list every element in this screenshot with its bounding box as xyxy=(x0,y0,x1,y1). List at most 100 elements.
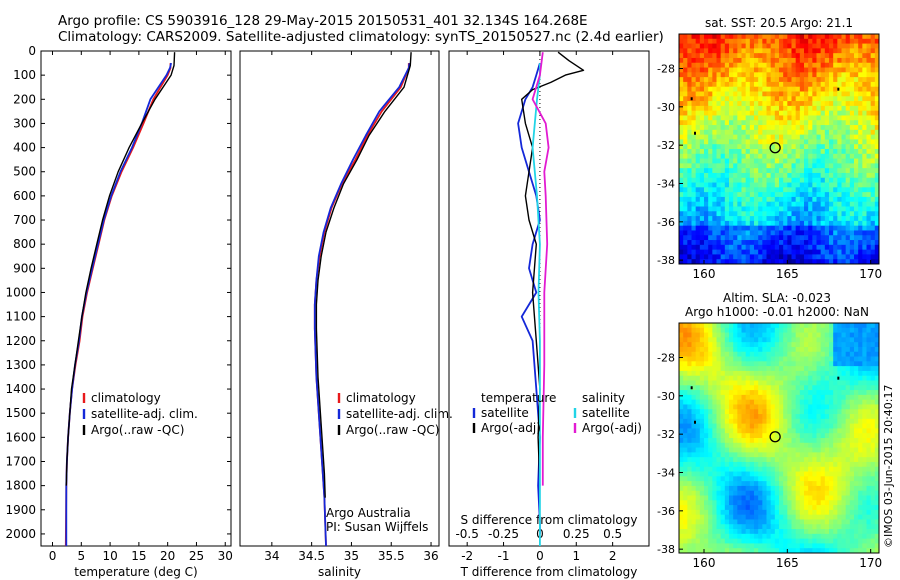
sst-heatmap-cell xyxy=(712,139,717,145)
sst-heatmap-cell xyxy=(737,144,742,150)
sla-heatmap-cell xyxy=(766,337,772,343)
sst-heatmap-cell xyxy=(779,163,784,169)
sst-heatmap-cell xyxy=(716,182,722,188)
sst-heatmap-cell xyxy=(816,101,822,107)
sst-heatmap-cell xyxy=(720,57,726,64)
sst-heatmap-cell xyxy=(683,254,688,260)
sst-heatmap-cell xyxy=(679,105,684,112)
sla-heatmap-cell xyxy=(787,514,792,520)
sst-heatmap-cell xyxy=(870,158,876,164)
sla-heatmap-cell xyxy=(799,390,805,396)
sla-heatmap-cell xyxy=(749,514,755,520)
sla-heatmap-cell xyxy=(724,543,730,549)
sst-heatmap-cell xyxy=(858,177,863,183)
sla-heatmap-cell xyxy=(841,524,847,530)
sla-heatmap-cell xyxy=(874,524,880,530)
sst-heatmap-cell xyxy=(720,254,726,260)
sst-heatmap-cell xyxy=(754,62,759,68)
sla-heatmap-cell xyxy=(820,485,826,492)
sla-heatmap-cell xyxy=(687,390,692,396)
sla-heatmap-cell xyxy=(816,495,822,501)
sla-heatmap-cell xyxy=(691,375,697,381)
sla-heatmap-cell xyxy=(783,481,788,487)
sla-heatmap-cell xyxy=(733,461,738,468)
sla-heatmap-cell xyxy=(833,390,838,396)
sla-heatmap-cell xyxy=(774,533,780,540)
sst-heatmap-cell xyxy=(729,129,734,136)
sst-heatmap-cell xyxy=(683,81,688,88)
sst-heatmap-cell xyxy=(841,67,847,73)
sst-heatmap-cell xyxy=(812,101,817,107)
sst-heatmap-cell xyxy=(870,34,876,40)
sst-heatmap-cell xyxy=(720,115,726,121)
sst-heatmap-cell xyxy=(833,81,838,88)
sla-heatmap-cell xyxy=(762,485,767,492)
sla-heatmap-cell xyxy=(741,414,747,420)
sst-heatmap-cell xyxy=(862,244,867,251)
sla-heatmap-cell xyxy=(699,380,705,386)
sst-heatmap-cell xyxy=(708,105,713,112)
sst-heatmap-cell xyxy=(691,43,697,49)
sla-heatmap-cell xyxy=(833,442,838,448)
sst-heatmap-cell xyxy=(808,91,813,97)
sla-heatmap-cell xyxy=(837,461,842,468)
sla-heatmap-cell xyxy=(791,423,797,429)
sla-map-frame xyxy=(678,322,880,554)
sla-heatmap-cell xyxy=(716,447,722,453)
sla-heatmap-cell xyxy=(845,476,851,482)
sst-heatmap-cell xyxy=(699,115,705,121)
sst-heatmap-cell xyxy=(712,34,717,40)
sla-heatmap-cell xyxy=(795,457,801,463)
sla-heatmap-cell xyxy=(812,370,817,377)
sla-heatmap-cell xyxy=(720,548,726,554)
sla-heatmap-cell xyxy=(870,481,876,487)
sla-heatmap-cell xyxy=(849,404,855,410)
sst-heatmap-cell xyxy=(699,34,705,40)
sla-heatmap-cell xyxy=(870,461,876,468)
sst-heatmap-cell xyxy=(720,192,726,198)
sla-heatmap-cell xyxy=(866,447,872,453)
sst-heatmap-cell xyxy=(858,182,863,188)
sst-heatmap-cell xyxy=(845,86,851,92)
sla-heatmap-cell xyxy=(724,524,730,530)
sla-heatmap-cell xyxy=(774,390,780,396)
sla-heatmap-cell xyxy=(862,370,867,377)
sst-map-frame xyxy=(678,33,880,265)
sla-heatmap-cell xyxy=(754,500,759,506)
sst-heatmap-cell xyxy=(754,158,759,164)
sla-heatmap-cell xyxy=(704,332,709,338)
sla-heatmap-cell xyxy=(841,366,847,372)
sla-heatmap-cell xyxy=(729,327,734,333)
sst-heatmap-cell xyxy=(687,120,692,126)
sla-heatmap-cell xyxy=(779,337,784,343)
sst-heatmap-cell xyxy=(779,67,784,73)
sst-heatmap-cell xyxy=(745,182,751,188)
sst-heatmap-cell xyxy=(729,81,734,88)
sst-heatmap-cell xyxy=(720,81,726,88)
sla-heatmap-cell xyxy=(683,543,688,549)
sst-heatmap-cell xyxy=(858,110,863,116)
sst-heatmap-cell xyxy=(708,259,713,265)
sla-heatmap-cell xyxy=(745,361,751,367)
diff-legend-s-satellite-label: satellite xyxy=(582,406,630,420)
sst-heatmap-cell xyxy=(745,144,751,150)
sla-heatmap-cell xyxy=(849,471,855,477)
sst-heatmap-cell xyxy=(820,81,826,88)
sst-heatmap-cell xyxy=(754,91,759,97)
sst-heatmap-cell xyxy=(795,125,801,131)
sla-heatmap-cell xyxy=(729,433,734,439)
sla-heatmap-cell xyxy=(779,524,784,530)
sla-heatmap-cell xyxy=(720,438,726,444)
sst-heatmap-cell xyxy=(770,34,776,40)
sst-heatmap-cell xyxy=(724,259,730,265)
sst-heatmap-cell xyxy=(724,134,730,140)
sla-heatmap-cell xyxy=(733,543,738,549)
sst-heatmap-cell xyxy=(787,120,792,126)
sst-heatmap-cell xyxy=(808,34,813,40)
sst-heatmap-cell xyxy=(812,91,817,97)
sla-heatmap-cell xyxy=(812,409,817,415)
sst-heatmap-cell xyxy=(816,105,822,112)
sla-heatmap-cell xyxy=(845,332,851,338)
sla-heatmap-cell xyxy=(849,505,855,511)
sst-heatmap-cell xyxy=(729,259,734,265)
